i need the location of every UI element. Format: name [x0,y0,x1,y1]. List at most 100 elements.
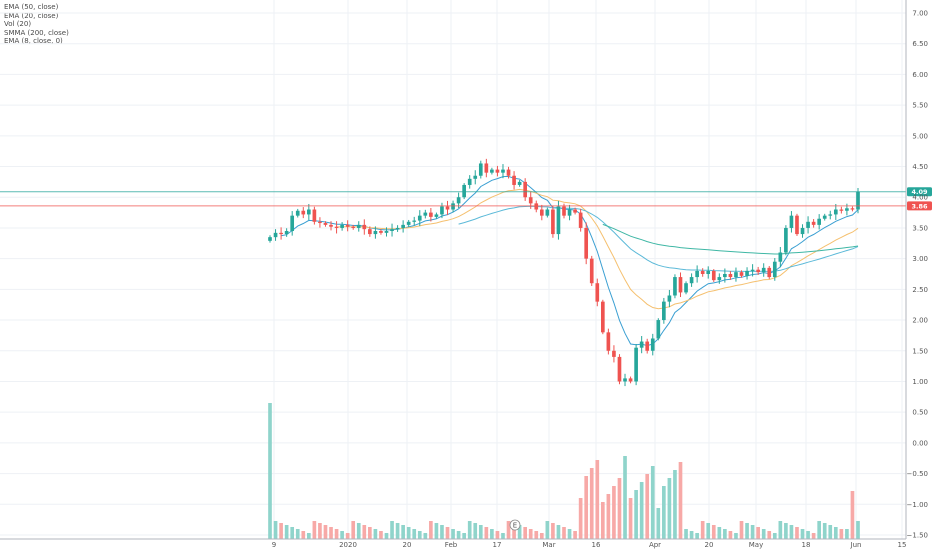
candle[interactable] [850,206,855,212]
candle[interactable] [423,209,428,219]
candle[interactable] [734,267,738,282]
candle[interactable] [706,266,711,279]
candle[interactable] [595,278,600,307]
candle[interactable] [662,297,666,324]
candle[interactable] [401,220,405,233]
candle[interactable] [517,180,522,187]
candle[interactable] [623,373,627,387]
candle[interactable] [589,255,594,286]
candle[interactable] [440,202,444,219]
legend-item-vol[interactable]: Vol (20) [4,20,32,29]
candle[interactable] [695,265,699,283]
candle[interactable] [578,208,583,232]
candle[interactable] [811,219,816,228]
candle[interactable] [772,258,777,281]
candle[interactable] [462,183,466,200]
candle[interactable] [539,204,544,221]
candle[interactable] [301,207,306,219]
candle[interactable] [784,225,788,256]
candle[interactable] [356,221,361,232]
legend-item-ema50[interactable]: EMA (50, close) [4,3,59,11]
candle[interactable] [717,273,722,284]
candle[interactable] [501,164,505,179]
candle[interactable] [800,224,805,238]
candle[interactable] [467,175,472,189]
candle[interactable] [384,227,389,237]
candle[interactable] [567,204,572,221]
candle[interactable] [390,223,394,237]
candle[interactable] [728,271,733,280]
candle[interactable] [445,200,450,216]
candle[interactable] [306,203,311,220]
candle[interactable] [645,338,650,354]
candle[interactable] [490,167,494,175]
candle[interactable] [639,336,644,354]
earnings-marker[interactable]: E [509,519,521,531]
candle[interactable] [512,171,516,190]
candle[interactable] [650,333,655,356]
candle[interactable] [584,222,589,265]
candle[interactable] [612,345,616,363]
candle[interactable] [856,188,860,214]
candle[interactable] [334,221,339,234]
candle[interactable] [495,165,500,177]
candle[interactable] [806,216,810,234]
candle[interactable] [689,273,694,287]
candle[interactable] [268,235,272,243]
candle[interactable] [667,289,672,308]
candle[interactable] [628,376,633,384]
candle[interactable] [362,219,367,235]
candle[interactable] [295,208,300,218]
candle[interactable] [473,170,478,185]
candle[interactable] [551,205,555,238]
candle[interactable] [556,200,561,240]
candle[interactable] [778,246,783,268]
candle[interactable] [429,207,433,222]
candle[interactable] [822,213,827,221]
candle[interactable] [761,263,766,277]
candle[interactable] [506,166,511,179]
candle[interactable] [634,344,638,386]
legend-item-ema8[interactable]: EMA (8, close, 0) [4,37,63,46]
candle[interactable] [534,200,539,213]
candle[interactable] [368,226,372,237]
candle[interactable] [379,229,383,235]
candle[interactable] [484,158,489,178]
candle[interactable] [323,221,328,227]
price-axis[interactable]: 7.00 6.50 6.00 5.50 5.00 4.50 4.00 3.50 3.00 2.50… [905,0,928,540]
candle[interactable] [795,213,799,236]
candle[interactable] [684,281,688,295]
candle[interactable] [711,269,716,282]
candle[interactable] [290,211,295,236]
candle[interactable] [750,264,755,277]
candle[interactable] [273,229,278,241]
legend-item-ema20[interactable]: EMA (20, close) [4,11,59,20]
candle[interactable] [523,178,528,201]
legend-item-smma200[interactable]: SMMA (200, close) [4,28,69,37]
candle[interactable] [434,212,439,219]
candle[interactable] [545,207,550,218]
candle[interactable] [451,200,455,213]
candle[interactable] [739,270,744,278]
candle[interactable] [573,207,577,215]
candle[interactable] [284,228,289,237]
candle[interactable] [373,226,378,239]
candle[interactable] [817,214,822,230]
candle[interactable] [312,206,317,225]
candle[interactable] [406,219,411,227]
candle[interactable] [417,210,422,227]
candle[interactable] [767,266,772,279]
time-axis[interactable]: 9 2020 20 Feb 17 Mar 16 Apr 20 May 18 Jun 15 [0,538,906,549]
candle[interactable] [351,224,356,230]
candle[interactable] [833,203,838,220]
candle[interactable] [745,267,749,280]
candle[interactable] [656,318,661,341]
candle[interactable] [345,220,350,232]
candle[interactable] [789,211,794,233]
candle[interactable] [756,266,760,275]
candle[interactable] [412,216,417,226]
candle[interactable] [600,299,605,335]
candle[interactable] [279,227,283,240]
candle[interactable] [828,210,833,220]
